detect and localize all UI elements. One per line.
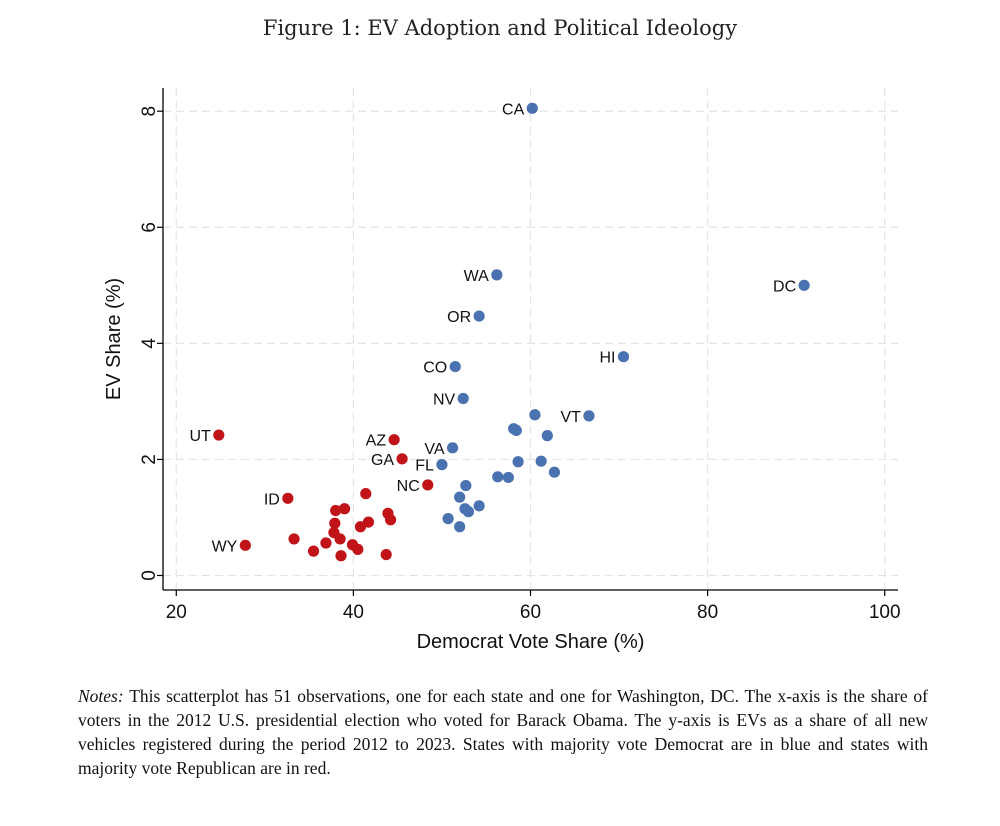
axes: 20 40 60 80 100 0 2 4 6 8 [139, 88, 901, 623]
x-tick-label: 60 [520, 602, 541, 623]
point-wa [491, 269, 503, 281]
data-point [330, 504, 342, 517]
x-tick-label: 20 [166, 602, 187, 623]
point-label-fl: FL [415, 458, 434, 475]
y-tick-label: 2 [139, 454, 160, 465]
data-point [510, 424, 522, 437]
point-label-dc: DC [773, 278, 796, 295]
data-point [384, 514, 397, 526]
data-point [460, 479, 472, 492]
point-ga [396, 453, 408, 465]
point-label-ca: CA [502, 101, 525, 118]
point-nv [457, 392, 469, 405]
data-point [354, 521, 367, 533]
notes-text: This scatterplot has 51 observations, on… [78, 686, 929, 778]
data-point [548, 466, 561, 478]
point-dc [798, 279, 810, 291]
data-point [288, 533, 300, 545]
x-tick-label: 40 [343, 602, 364, 623]
point-ca [526, 102, 538, 114]
data-point [352, 543, 364, 555]
y-tick-label: 8 [139, 106, 160, 117]
point-va [446, 442, 459, 454]
point-label-nc: NC [397, 478, 420, 495]
figure-title: Figure 1: EV Adoption and Political Ideo… [262, 16, 738, 40]
point-label-co: CO [423, 360, 447, 377]
data-point [502, 471, 514, 484]
data-point [454, 521, 466, 533]
data-point [338, 503, 351, 515]
x-tick-label: 100 [869, 602, 901, 623]
point-label-ga: GA [371, 452, 394, 469]
point-label-va: VA [424, 441, 444, 458]
point-az [388, 434, 400, 446]
data-point [492, 471, 504, 483]
data-point [541, 430, 553, 442]
point-wy [239, 539, 251, 551]
data-point [334, 533, 346, 545]
point-label-wa: WA [464, 268, 490, 285]
data-point [320, 537, 332, 549]
data-point [380, 548, 392, 561]
x-axis-label: Democrat Vote Share (%) [417, 631, 645, 653]
y-tick-label: 6 [139, 222, 160, 233]
point-label-nv: NV [433, 391, 456, 408]
point-nc [422, 479, 434, 491]
data-point [535, 455, 547, 467]
figure-notes: Notes: This scatterplot has 51 observati… [78, 684, 928, 780]
point-label-az: AZ [366, 433, 387, 450]
y-axis-label: EV Share (%) [103, 278, 125, 400]
y-tick-label: 4 [139, 338, 160, 349]
point-fl [436, 459, 448, 471]
point-or [473, 310, 485, 322]
data-point [454, 491, 466, 503]
data-point [462, 506, 475, 518]
point-ut [213, 429, 225, 441]
data-point [473, 500, 485, 512]
y-tick-label: 0 [139, 570, 160, 581]
data-point [307, 545, 320, 557]
point-label-id: ID [264, 491, 280, 508]
data-point [529, 409, 541, 421]
x-tick-label: 80 [697, 602, 718, 623]
point-label-wy: WY [212, 538, 238, 555]
point-id [282, 492, 294, 504]
point-hi [617, 351, 630, 363]
point-co [449, 360, 461, 373]
data-point [335, 550, 347, 562]
point-vt [583, 410, 595, 422]
notes-label: Notes: [78, 686, 124, 706]
data-point [360, 488, 372, 500]
data-point [512, 456, 524, 468]
point-label-ut: UT [189, 428, 211, 445]
point-label-or: OR [447, 309, 471, 326]
data-point [329, 517, 341, 529]
point-label-hi: HI [599, 350, 615, 367]
point-label-vt: VT [560, 409, 581, 426]
data-point [442, 513, 454, 525]
data-points [213, 102, 810, 562]
grid-lines [163, 88, 898, 590]
